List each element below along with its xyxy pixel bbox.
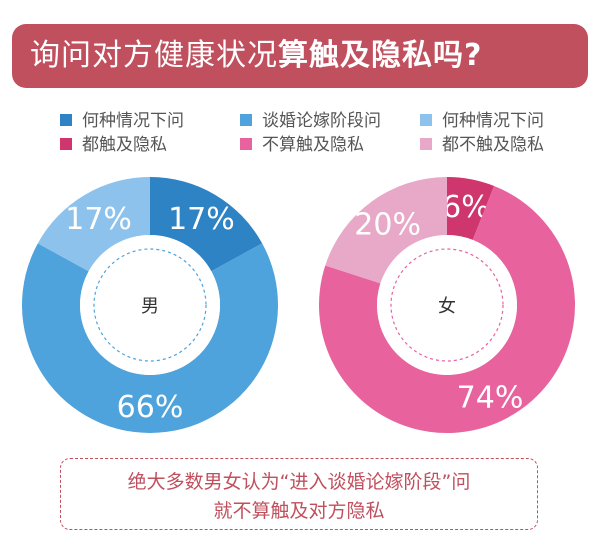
title-regular: 询问对方健康状况 bbox=[30, 38, 278, 73]
legend-swatch bbox=[420, 113, 432, 126]
legend-label: 何种情况下问 bbox=[82, 111, 184, 131]
slice-label-1-2: 20% bbox=[354, 207, 421, 242]
summary-note-line-2: 就不算触及对方隐私 bbox=[213, 500, 385, 522]
legend-swatch bbox=[240, 137, 252, 150]
slice-label-0-0: 17% bbox=[168, 202, 235, 237]
title-bold: 算触及隐私吗? bbox=[278, 38, 483, 73]
summary-note-box bbox=[60, 458, 538, 530]
donut-slice-0-2 bbox=[37, 177, 150, 272]
legend-label: 何种情况下问 bbox=[442, 111, 544, 131]
donut-center-label: 男 bbox=[141, 296, 159, 317]
summary-note-line-1: 绝大多数男女认为“进入谈婚论嫁阶段”问 bbox=[127, 471, 471, 493]
slice-label-0-1: 66% bbox=[117, 390, 184, 425]
title-banner bbox=[12, 24, 588, 88]
legend-label: 都触及隐私 bbox=[82, 135, 167, 155]
donut-hole bbox=[80, 235, 220, 375]
male-donut-chart: 17% 66% 17% 男 bbox=[22, 177, 278, 433]
legend-item-male-engagement-stage: 谈婚论嫁阶段问 bbox=[240, 110, 381, 132]
donut-slice-1-2 bbox=[325, 177, 447, 284]
donut-slice-0-0 bbox=[150, 177, 263, 272]
donut-slice-0-1 bbox=[22, 243, 278, 433]
page-title: 询问对方健康状况算触及隐私吗? bbox=[30, 36, 570, 76]
donut-dashed-ring bbox=[390, 248, 504, 362]
legend-swatch bbox=[420, 137, 432, 150]
legend-swatch bbox=[60, 137, 72, 150]
donut-center-label: 女 bbox=[438, 296, 456, 317]
legend-swatch bbox=[240, 113, 252, 126]
legend-label: 都不触及隐私 bbox=[442, 135, 544, 155]
female-donut-chart: 6%74%20%女 bbox=[319, 177, 575, 433]
legend-swatch bbox=[60, 113, 72, 126]
slice-label-0-2: 17% bbox=[65, 202, 132, 237]
donut-slice-1-0 bbox=[447, 177, 495, 240]
donut-hole bbox=[377, 235, 517, 375]
legend-item-male-any-situation-2: 何种情况下问 bbox=[420, 110, 544, 132]
legend-item-female-never-private: 都不触及隐私 bbox=[420, 134, 544, 156]
legend-item-female-all-private: 都触及隐私 bbox=[60, 134, 167, 156]
legend-item-female-not-private: 不算触及隐私 bbox=[240, 134, 364, 156]
slice-label-1-1: 74% bbox=[457, 380, 524, 415]
legend-label: 不算触及隐私 bbox=[262, 135, 364, 155]
legend-label: 谈婚论嫁阶段问 bbox=[262, 111, 381, 131]
legend-item-male-any-situation: 何种情况下问 bbox=[60, 110, 184, 132]
donut-slice-1-1 bbox=[319, 185, 575, 433]
donut-dashed-ring bbox=[93, 248, 207, 362]
